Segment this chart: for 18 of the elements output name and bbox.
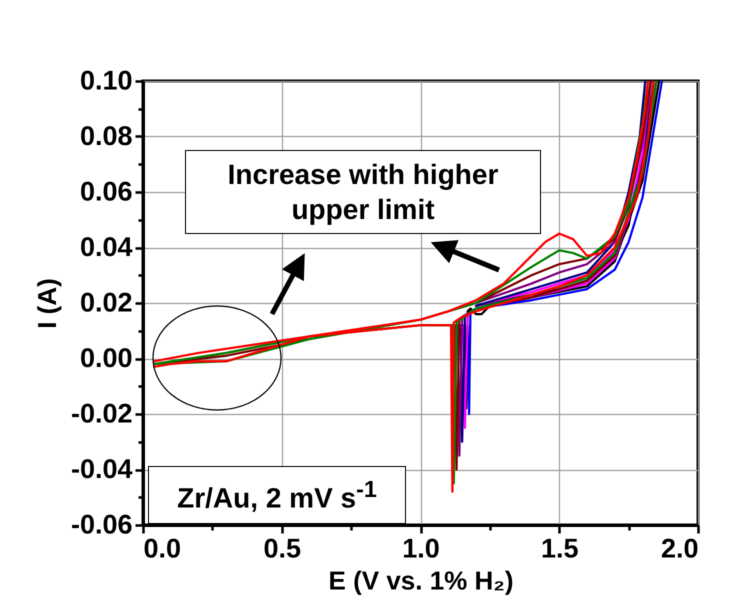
annotation: Increase with higher upper limit	[185, 150, 541, 234]
x-tick-label: 2.0	[660, 534, 698, 564]
x-tick-label: 0.5	[263, 534, 302, 564]
y-tick-label: 0.08	[80, 121, 132, 151]
y-tick-label: 0.00	[80, 343, 132, 373]
y-axis-title: I (A)	[32, 278, 62, 329]
x-axis-title: E (V vs. 1% H₂)	[328, 566, 514, 596]
y-tick-label: 0.04	[80, 232, 132, 262]
x-tick-label: 0.0	[144, 534, 182, 564]
y-tick-label: 0.06	[80, 176, 132, 206]
y-tick-label: 0.02	[80, 288, 132, 318]
y-tick-label: 0.10	[80, 66, 132, 96]
x-tick-label: 1.0	[402, 534, 440, 564]
y-tick-label: -0.02	[70, 398, 132, 428]
y-tick-label: -0.04	[70, 454, 132, 484]
annotation: Zr/Au, 2 mV s$^{-1}$	[148, 466, 406, 524]
y-tick-label: -0.06	[70, 510, 132, 540]
x-tick-label: 1.5	[540, 534, 579, 564]
